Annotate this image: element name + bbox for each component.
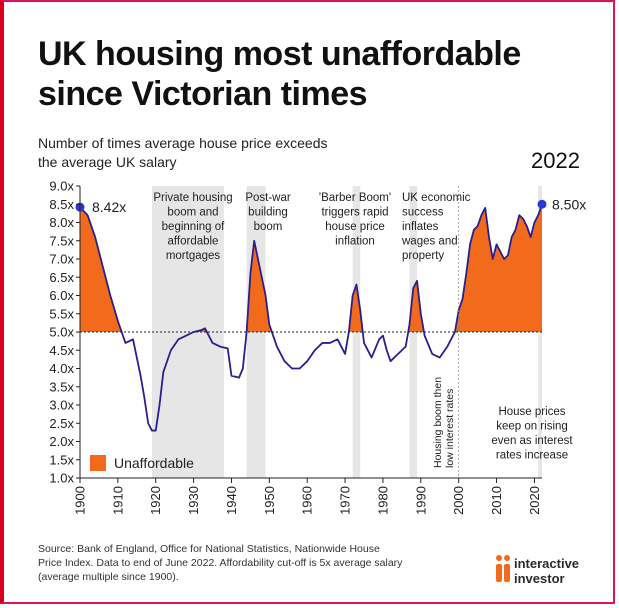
- y-tick-label-10: 6.0x: [49, 288, 74, 303]
- x-tick-label-1: 1910: [110, 486, 125, 515]
- annotation-housing-boom-line-0: Housing boom then: [432, 377, 444, 468]
- annotation-post-war-line-0: Post-war: [245, 192, 291, 204]
- x-tick-label-8: 1980: [375, 486, 390, 515]
- annotation-uk-economic-line-0: UK economic: [402, 192, 471, 204]
- annotation-uk-economic-line-3: wages and: [401, 236, 458, 248]
- series-line: [79, 203, 543, 432]
- x-tick-label-0: 1900: [73, 486, 88, 515]
- subtitle-line-1: Number of times average house price exce…: [38, 135, 328, 151]
- y-tick-label-5: 3.5x: [49, 379, 74, 394]
- x-tick-label-4: 1940: [224, 486, 239, 515]
- x-tick-label-2: 1920: [148, 486, 163, 515]
- title-line-2: since Victorian times: [38, 75, 368, 113]
- legend-label: Unaffordable: [114, 455, 194, 471]
- chart-title: UK housing most unaffordable since Victo…: [38, 34, 608, 114]
- annotation-private-housing-line-3: affordable: [168, 236, 219, 248]
- annotation-post-war-line-1: building: [248, 207, 288, 219]
- y-tick-label-6: 4.0x: [49, 361, 74, 376]
- annotation-keep-rising-line-1: keep on rising: [496, 421, 568, 433]
- annotation-uk-economic-line-2: inflates: [402, 221, 439, 233]
- y-tick-label-13: 7.5x: [49, 233, 74, 248]
- unaffordable-fill-group: [80, 204, 542, 332]
- annotation-keep-rising-line-3: rates increase: [496, 450, 568, 462]
- y-tick-label-4: 3.0x: [49, 398, 74, 413]
- axes: 1.0x 1.5x 2.0x 2.5x 3.0x 3.5x 4.0x 4.5x 5.0x 5.5x…: [49, 179, 542, 515]
- y-tick-label-8: 5.0x: [49, 325, 74, 340]
- brand-text: interactive investor: [514, 556, 579, 586]
- annotation-private-housing-line-2: beginning of: [162, 221, 225, 233]
- brand-line-1: interactive: [514, 556, 580, 571]
- unaffordable-fill: [80, 204, 542, 332]
- y-tick-label-7: 4.5x: [49, 343, 74, 358]
- annotation-housing-boom-line-1: low interest rates: [444, 389, 456, 468]
- y-tick-label-2: 2.0x: [49, 434, 74, 449]
- y-tick-label-16: 9.0x: [49, 179, 74, 194]
- annotation-uk-economic-line-4: property: [402, 250, 444, 262]
- annotation-keep-rising-line-2: even as interest: [491, 435, 573, 447]
- x-tick-label-10: 2000: [451, 486, 466, 515]
- y-tick-label-11: 6.5x: [49, 270, 74, 285]
- x-tick-label-5: 1950: [262, 486, 277, 515]
- end-value-label: 8.50x: [552, 196, 586, 212]
- end-point-marker: [537, 199, 547, 209]
- annotations: 8.42x 8.50x Unaffordable Private housing boo…: [90, 192, 586, 471]
- x-tick-label-9: 1990: [413, 486, 428, 515]
- subtitle-line-2: the average UK salary: [38, 154, 177, 170]
- y-tick-label-1: 1.5x: [49, 452, 74, 467]
- annotation-keep-rising-line-0: House prices: [498, 406, 565, 418]
- brand-line-2: investor: [514, 571, 565, 586]
- annotation-uk-economic-line-1: success: [402, 207, 444, 219]
- legend-swatch: [90, 455, 106, 471]
- start-value-label: 8.42x: [92, 199, 126, 215]
- source-line-2: Price Index. Data to end of June 2022. A…: [38, 557, 403, 569]
- x-tick-label-3: 1930: [186, 486, 201, 515]
- title-line-1: UK housing most unaffordable: [38, 35, 521, 73]
- annotation-barber-boom-line-3: inflation: [335, 236, 375, 248]
- source-line-1: Source: Bank of England, Office for Nati…: [38, 543, 380, 555]
- annotation-barber-boom-line-0: 'Barber Boom': [319, 192, 391, 204]
- x-tick-label-12: 2020: [527, 486, 542, 515]
- y-tick-label-9: 5.5x: [49, 306, 74, 321]
- source-line-3: (average multiple since 1900).: [38, 571, 179, 583]
- source-note: Source: Bank of England, Office for Nati…: [38, 542, 438, 584]
- year-label: 2022: [531, 148, 580, 173]
- x-tick-label-6: 1960: [300, 486, 315, 515]
- annotation-private-housing-line-4: mortgages: [166, 250, 221, 262]
- interactive-investor-logo-icon: [496, 555, 510, 582]
- annotation-private-housing-line-0: Private housing: [153, 192, 232, 204]
- x-tick-label-7: 1970: [338, 486, 353, 515]
- x-tick-label-11: 2010: [489, 486, 504, 515]
- y-tick-label-15: 8.5x: [49, 197, 74, 212]
- brand: interactive investor: [494, 554, 614, 594]
- chart-svg: 1.0x 1.5x 2.0x 2.5x 3.0x 3.5x 4.0x 4.5x 5.0x 5.5x…: [49, 179, 586, 515]
- chart-subtitle: Number of times average house price exce…: [38, 134, 458, 172]
- annotation-barber-boom-line-2: house price: [325, 221, 384, 233]
- annotation-private-housing-line-1: boom and: [167, 207, 218, 219]
- y-tick-label-3: 2.5x: [49, 416, 74, 431]
- y-tick-label-12: 7.0x: [49, 252, 74, 267]
- y-tick-label-14: 8.0x: [49, 215, 74, 230]
- y-tick-label-0: 1.0x: [49, 471, 74, 486]
- annotation-post-war-line-2: boom: [254, 221, 283, 233]
- annotation-barber-boom-line-1: triggers rapid: [321, 207, 388, 219]
